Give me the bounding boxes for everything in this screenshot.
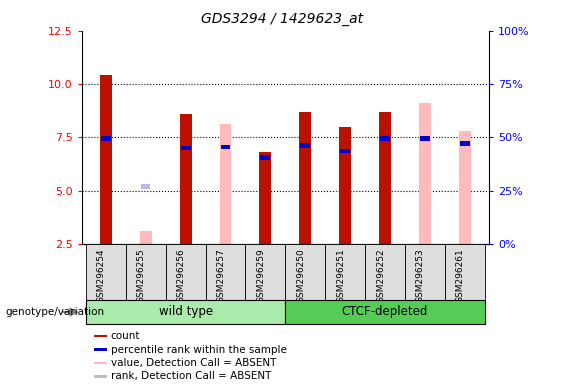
Text: GSM296254: GSM296254 [97,248,106,303]
Bar [94,348,107,351]
Text: GSM296255: GSM296255 [137,248,146,303]
Bar [460,141,470,146]
Bar [459,131,471,244]
Text: CTCF-depleted: CTCF-depleted [342,306,428,318]
Bar [245,244,285,300]
Text: rank, Detection Call = ABSENT: rank, Detection Call = ABSENT [111,371,271,381]
Bar [325,244,365,300]
Bar [166,244,206,300]
Text: GSM296253: GSM296253 [416,248,425,303]
Bar [340,149,350,154]
Bar [101,136,111,141]
Bar [126,244,166,300]
Bar [339,127,351,244]
Text: count: count [111,331,140,341]
Text: GSM296259: GSM296259 [257,248,266,303]
Bar [181,146,190,150]
Bar [260,155,271,160]
Text: wild type: wild type [159,306,212,318]
Bar [141,184,150,189]
Text: GSM296256: GSM296256 [177,248,186,303]
Bar [220,144,231,149]
Text: GSM296257: GSM296257 [216,248,225,303]
Bar [220,124,232,244]
Bar [285,244,325,300]
Bar [100,76,112,244]
Bar [94,335,107,337]
Bar [300,144,310,148]
Text: GSM296250: GSM296250 [296,248,305,303]
Bar [180,114,192,244]
Bar [206,244,245,300]
Text: value, Detection Call = ABSENT: value, Detection Call = ABSENT [111,358,276,368]
Bar [379,112,391,244]
Bar [380,136,390,141]
Bar [259,152,271,244]
Bar [405,244,445,300]
Bar [285,300,485,324]
Bar [94,375,107,377]
Text: GSM296252: GSM296252 [376,248,385,303]
Text: percentile rank within the sample: percentile rank within the sample [111,344,286,354]
Text: GSM296251: GSM296251 [336,248,345,303]
Bar [86,300,285,324]
Text: genotype/variation: genotype/variation [6,307,105,317]
Bar [94,362,107,364]
Text: GDS3294 / 1429623_at: GDS3294 / 1429623_at [202,12,363,25]
Bar [420,136,430,141]
Bar [140,231,152,244]
Bar [419,103,431,244]
Bar [86,244,126,300]
Bar [365,244,405,300]
Bar [299,112,311,244]
Bar [445,244,485,300]
Text: GSM296261: GSM296261 [456,248,465,303]
